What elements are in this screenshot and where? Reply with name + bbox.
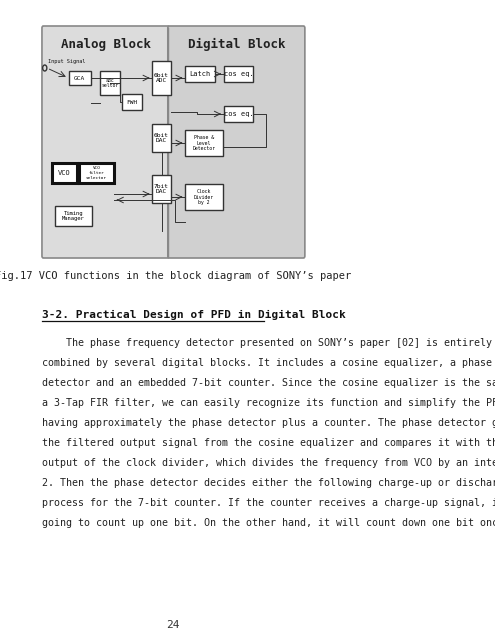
- Text: output of the clock divider, which divides the frequency from VCO by an integer: output of the clock divider, which divid…: [42, 458, 495, 468]
- FancyBboxPatch shape: [122, 94, 142, 110]
- FancyBboxPatch shape: [152, 124, 171, 152]
- FancyBboxPatch shape: [100, 71, 120, 95]
- Text: GCA: GCA: [74, 76, 85, 81]
- Text: a 3-Tap FIR filter, we can easily recognize its function and simplify the PFD as: a 3-Tap FIR filter, we can easily recogn…: [42, 398, 495, 408]
- Text: cos eq.: cos eq.: [224, 71, 253, 77]
- Text: 6bit
DAC: 6bit DAC: [154, 132, 169, 143]
- FancyBboxPatch shape: [152, 61, 171, 95]
- Text: going to count up one bit. On the other hand, it will count down one bit once it: going to count up one bit. On the other …: [42, 518, 495, 528]
- Text: cos eq.: cos eq.: [224, 111, 253, 117]
- FancyBboxPatch shape: [54, 206, 92, 226]
- FancyBboxPatch shape: [224, 106, 253, 122]
- Text: combined by several digital blocks. It includes a cosine equalizer, a phase: combined by several digital blocks. It i…: [42, 358, 492, 368]
- Text: detector and an embedded 7-bit counter. Since the cosine equalizer is the same a: detector and an embedded 7-bit counter. …: [42, 378, 495, 388]
- Text: 7bit
DAC: 7bit DAC: [154, 184, 169, 195]
- Text: Clock
Divider
by 2: Clock Divider by 2: [194, 189, 214, 205]
- Text: Latch: Latch: [190, 71, 210, 77]
- FancyBboxPatch shape: [185, 130, 223, 156]
- Text: Digital Block: Digital Block: [188, 38, 285, 51]
- FancyBboxPatch shape: [224, 66, 253, 82]
- Text: VCO: VCO: [58, 170, 71, 176]
- FancyBboxPatch shape: [52, 163, 77, 183]
- FancyBboxPatch shape: [68, 71, 91, 85]
- FancyBboxPatch shape: [42, 26, 169, 258]
- Text: Input Signal: Input Signal: [48, 59, 86, 64]
- FancyBboxPatch shape: [185, 184, 223, 210]
- Text: adc
seltor: adc seltor: [101, 77, 118, 88]
- Text: 24: 24: [166, 620, 180, 630]
- Text: the filtered output signal from the cosine equalizer and compares it with the: the filtered output signal from the cosi…: [42, 438, 495, 448]
- Text: 6bit
ADC: 6bit ADC: [154, 72, 169, 83]
- FancyBboxPatch shape: [185, 66, 215, 82]
- Text: Analog Block: Analog Block: [60, 38, 150, 51]
- Text: VCO
filter
selector: VCO filter selector: [86, 166, 107, 180]
- FancyBboxPatch shape: [152, 175, 171, 203]
- Text: Fig.17 VCO functions in the block diagram of SONY’s paper: Fig.17 VCO functions in the block diagra…: [0, 271, 351, 281]
- Text: The phase frequency detector presented on SONY’s paper [02] is entirely: The phase frequency detector presented o…: [42, 338, 492, 348]
- Text: having approximately the phase detector plus a counter. The phase detector grabs: having approximately the phase detector …: [42, 418, 495, 428]
- Text: FWH: FWH: [127, 99, 138, 104]
- Text: 3-2. Practical Design of PFD in Digital Block: 3-2. Practical Design of PFD in Digital …: [42, 310, 346, 320]
- Text: Phase &
Level
Detector: Phase & Level Detector: [193, 134, 216, 151]
- FancyBboxPatch shape: [79, 163, 114, 183]
- Text: process for the 7-bit counter. If the counter receives a charge-up signal, it is: process for the 7-bit counter. If the co…: [42, 498, 495, 508]
- Text: 2. Then the phase detector decides either the following charge-up or discharge: 2. Then the phase detector decides eithe…: [42, 478, 495, 488]
- FancyBboxPatch shape: [168, 26, 305, 258]
- Text: Timing
Manager: Timing Manager: [62, 211, 85, 221]
